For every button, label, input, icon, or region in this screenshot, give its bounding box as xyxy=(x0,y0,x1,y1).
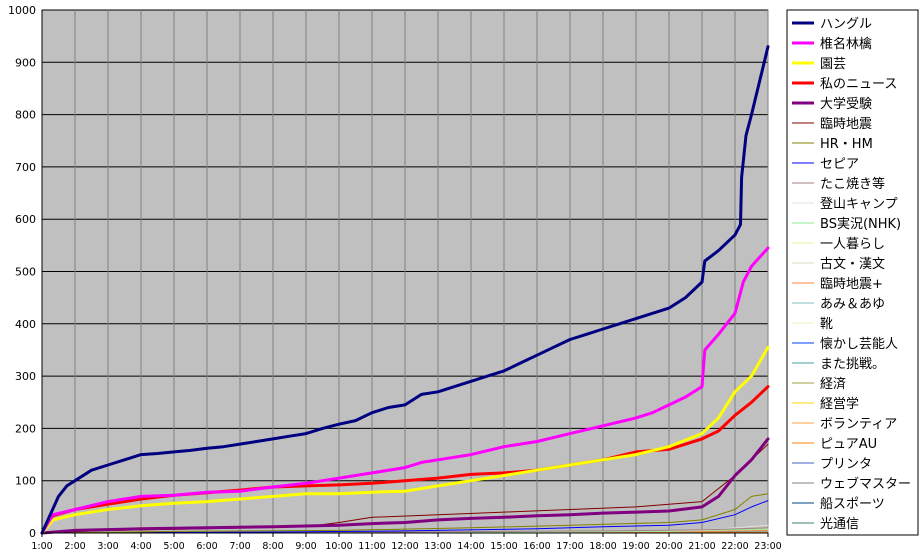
legend-label: 経営学 xyxy=(820,396,859,412)
legend-label: 光通信 xyxy=(820,517,859,532)
legend-label: 経済 xyxy=(820,376,846,392)
x-tick-label: 2:00 xyxy=(64,541,85,552)
legend-label: 船スポーツ xyxy=(820,497,885,512)
x-tick-label: 21:00 xyxy=(688,541,715,552)
series-line xyxy=(40,246,770,535)
legend-label: 古文・漢文 xyxy=(820,257,885,272)
y-tick-label: 600 xyxy=(15,213,36,226)
series-line xyxy=(40,45,770,535)
series-line xyxy=(40,385,770,535)
y-tick-label: 500 xyxy=(15,266,36,279)
legend-label: あみ＆あゆ xyxy=(820,297,885,312)
legend-label: ウェブマスター xyxy=(820,476,911,492)
legend-label: 懐かし芸能人 xyxy=(820,336,898,352)
x-tick-label: 22:00 xyxy=(721,541,748,552)
legend-label: セピア xyxy=(820,157,859,172)
y-tick-label: 800 xyxy=(15,109,36,122)
legend-box xyxy=(786,9,919,536)
legend-label: ハングル xyxy=(820,17,872,32)
legend-label: 登山キャンプ xyxy=(820,197,898,212)
x-tick-label: 15:00 xyxy=(490,541,517,552)
axes: 0 100 200 300 400 500 600 700 800 900 1000 1:00 2:00… xyxy=(8,4,782,552)
y-tick-label: 0 xyxy=(29,527,36,540)
legend-label: 臨時地震+ xyxy=(820,277,883,292)
x-tick-label: 10:00 xyxy=(325,541,352,552)
y-tick-label: 300 xyxy=(15,370,36,383)
x-tick-label: 11:00 xyxy=(358,541,385,552)
x-tick-label: 17:00 xyxy=(556,541,583,552)
series-line xyxy=(41,500,769,534)
y-tick-label: 400 xyxy=(15,318,36,331)
x-tick-label: 12:00 xyxy=(391,541,418,552)
legend-label: 靴 xyxy=(820,317,833,332)
legend-label: BS実況(NHK) xyxy=(820,216,901,232)
x-tick-label: 18:00 xyxy=(589,541,616,552)
x-tick-label: 16:00 xyxy=(523,541,550,552)
series-line xyxy=(40,437,770,535)
legend-label: 園芸 xyxy=(820,56,846,72)
x-tick-label: 14:00 xyxy=(457,541,484,552)
legend-label: 私のニュース xyxy=(820,77,897,92)
legend-label: たこ焼き等 xyxy=(820,176,885,192)
y-tick-label: 200 xyxy=(15,422,36,435)
x-tick-label: 23:00 xyxy=(754,541,781,552)
x-tick-label: 9:00 xyxy=(295,541,316,552)
legend-label: ピュアAU xyxy=(820,437,877,452)
y-tick-label: 700 xyxy=(15,161,36,174)
x-tick-label: 19:00 xyxy=(622,541,649,552)
x-tick-label: 4:00 xyxy=(130,541,151,552)
x-tick-label: 1:00 xyxy=(31,541,52,552)
x-tick-label: 13:00 xyxy=(424,541,451,552)
legend-label: 臨時地震 xyxy=(820,117,872,132)
legend-label: 大学受験 xyxy=(820,96,872,112)
y-tick-label: 1000 xyxy=(8,4,36,17)
x-tick-label: 6:00 xyxy=(196,541,217,552)
x-tick-label: 20:00 xyxy=(655,541,682,552)
x-tick-label: 5:00 xyxy=(163,541,184,552)
y-tick-label: 100 xyxy=(15,475,36,488)
x-tick-label: 7:00 xyxy=(229,541,250,552)
legend-label: また挑戦。 xyxy=(820,357,885,372)
legend-label: ボランティア xyxy=(820,417,897,432)
x-tick-label: 8:00 xyxy=(262,541,283,552)
series-line xyxy=(40,345,770,535)
legend-label: HR・HM xyxy=(820,137,873,152)
x-tick-label: 3:00 xyxy=(97,541,118,552)
series-line xyxy=(41,493,769,534)
legend-label: 椎名林檎 xyxy=(820,36,872,52)
legend-label: 一人暮らし xyxy=(820,237,885,252)
legend-label: プリンタ xyxy=(820,457,872,472)
y-tick-label: 900 xyxy=(15,56,36,69)
